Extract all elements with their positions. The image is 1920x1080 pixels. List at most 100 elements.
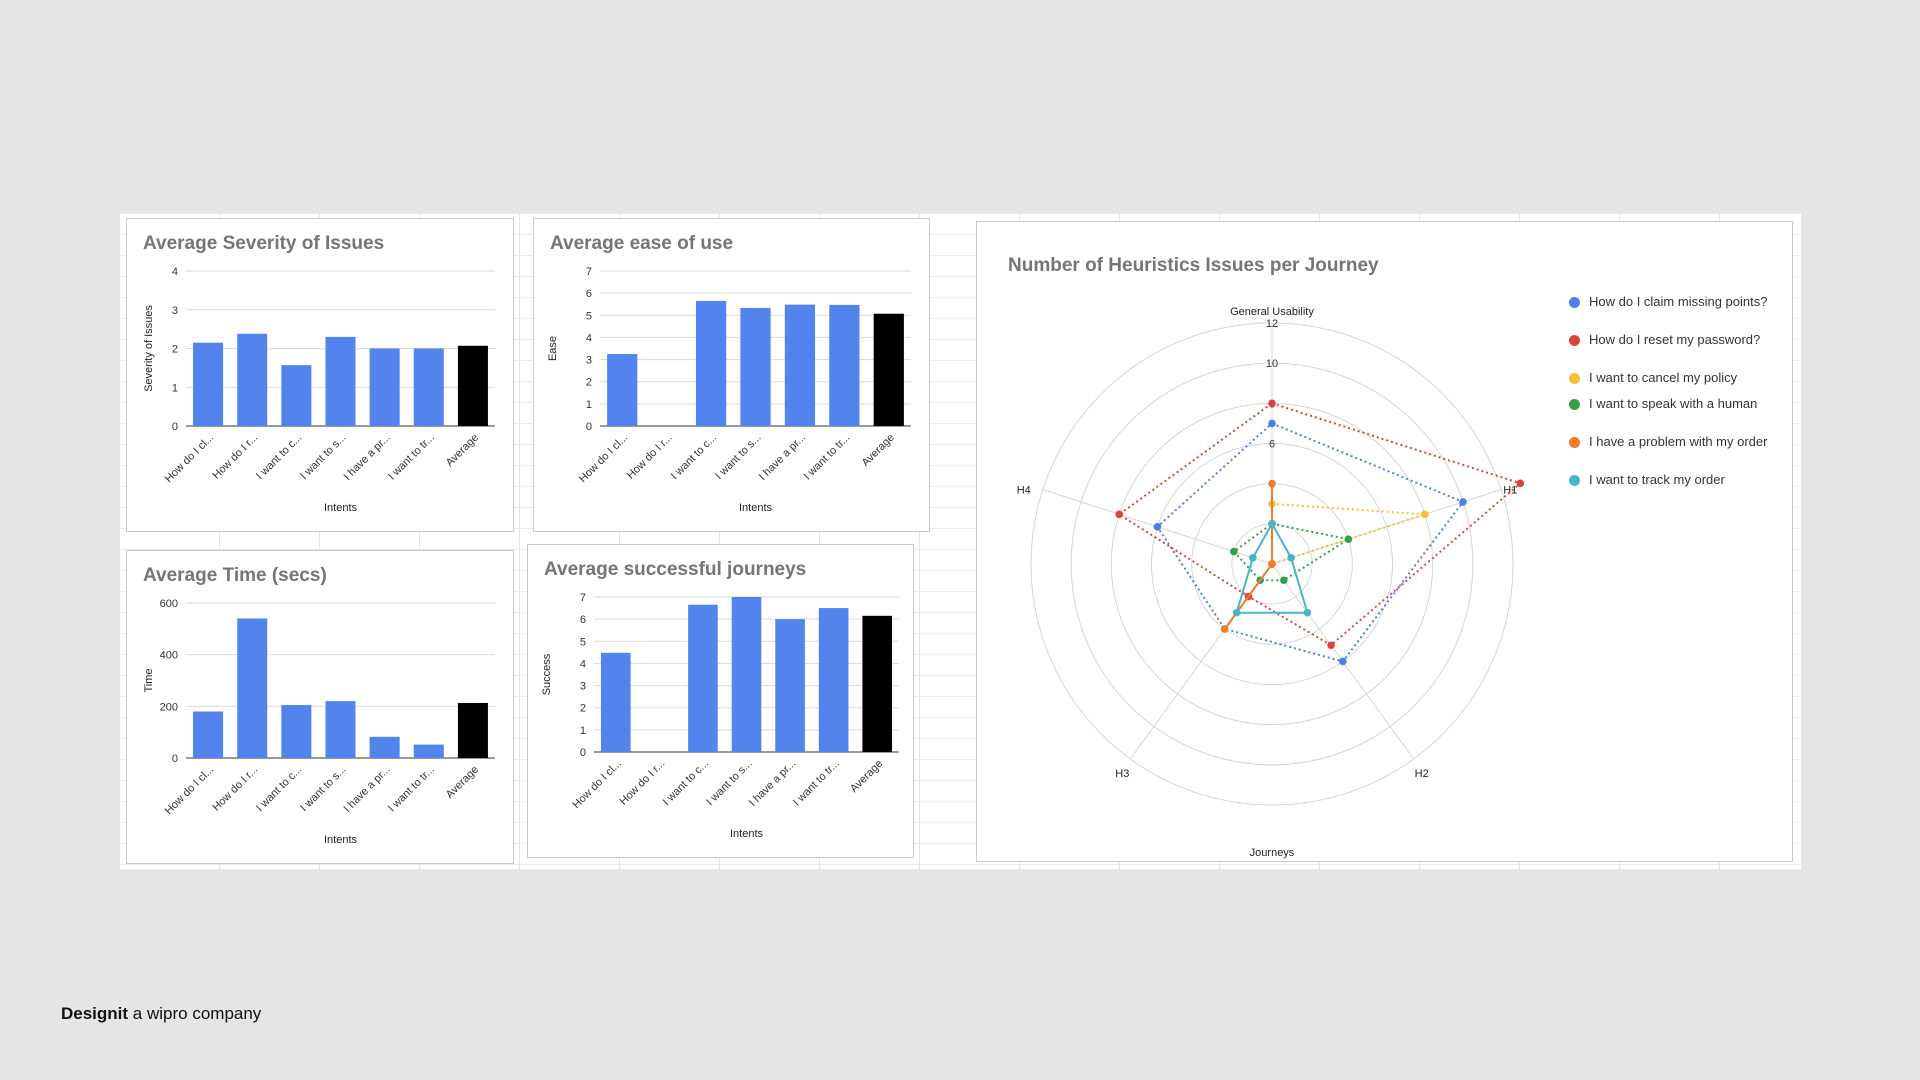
radar-series-line [1117,402,1523,647]
ease-chart-panel[interactable]: Average ease of use 0 1 2 3 4 5 6 7 How do I cl.… [533,218,930,532]
bar [193,342,224,426]
x-axis-label: Intents [739,502,773,514]
y-tick-label: 3 [172,305,178,317]
radar-point [1229,547,1238,556]
y-tick-label: 1 [580,725,586,737]
success-chart-panel[interactable]: Average successful journeys 0 1 2 3 4 5 6 7 How … [527,544,914,858]
chart-title: Average Severity of Issues [143,233,385,254]
legend-entry[interactable]: I want to track my order [1569,473,1779,487]
x-tick-label: How do I cl... [163,432,216,485]
radar-point [1268,399,1276,408]
x-tick-label: Average [444,432,481,469]
bar [457,345,488,426]
chart-title: Average ease of use [550,233,734,254]
radar-point [1249,553,1257,562]
x-tick-label: How do I cl... [577,432,630,485]
x-tick-label: How do I r... [210,432,260,482]
x-tick-label: I have a pr... [757,432,808,483]
radar-point [1268,419,1276,428]
bar [325,701,356,758]
legend-entry[interactable]: I want to speak with a human [1569,397,1779,411]
time-chart-panel[interactable]: Average Time (secs) 0 200 400 600 How do I c… [126,550,514,864]
y-tick-label: 7 [580,592,586,604]
severity-chart-panel[interactable]: Average Severity of Issues 0 1 2 3 4 How do I… [126,218,514,532]
radar-point [1421,510,1429,519]
radar-spoke [1271,489,1502,565]
x-tick-label: I have a pr... [341,432,392,483]
y-tick-label: 600 [160,598,178,610]
x-tick-label: I have a pr... [747,758,798,809]
bar [369,736,400,758]
y-tick-label: 6 [586,288,592,300]
legend-entry[interactable]: I want to cancel my policy [1569,370,1779,385]
bar [740,307,771,426]
x-axis-label: Intents [324,834,358,846]
y-tick-label: 3 [580,681,586,693]
radar-tick-label: 12 [1266,318,1278,330]
chart-title: Number of Heuristics Issues per Journey [1008,255,1379,276]
radar-point [1268,560,1276,568]
legend-label: I have a problem with my order [1589,434,1768,449]
x-tick-label: I want to c... [669,432,719,482]
bar [193,711,224,758]
radar-tick-label: 10 [1266,358,1278,370]
radar-series-line [1156,422,1465,663]
y-tick-label: 5 [586,310,592,322]
radar-point [1268,520,1276,528]
y-axis-label: Severity of Issues [143,305,155,392]
radar-point [1287,553,1295,562]
radar-point [1280,576,1288,585]
x-tick-label: Average [444,764,481,801]
y-tick-label: 200 [160,701,178,713]
radar-series-line [1235,521,1309,614]
legend-entry[interactable]: How do I claim missing points? [1569,294,1779,309]
y-tick-label: 5 [580,636,586,648]
y-tick-label: 4 [586,332,592,344]
x-tick-label: I want to c... [661,758,711,808]
x-tick-label: Average [848,758,885,795]
legend-swatch [1569,437,1580,448]
y-tick-label: 0 [172,753,178,765]
radar-point [1327,641,1335,650]
legend-entry[interactable]: I have a problem with my order [1569,434,1779,449]
y-tick-label: 4 [580,658,586,670]
radar-tick-label: 6 [1269,439,1275,451]
y-tick-label: 7 [586,266,592,278]
radar-axis-label: General Usability [1230,306,1314,318]
bar [281,705,312,758]
radar-point [1153,522,1162,531]
legend-entry[interactable]: How do I reset my password? [1569,332,1779,347]
bar [237,618,268,758]
bar [369,348,400,426]
y-tick-label: 2 [172,344,178,356]
y-tick-label: 2 [586,377,592,389]
legend-label: How do I reset my password? [1589,332,1761,347]
x-tick-label: How do I cl... [163,764,216,817]
radar-point [1516,479,1525,488]
radar-chart-panel[interactable]: Number of Heuristics Issues per Journey … [976,221,1793,862]
bar [829,304,860,426]
bar [325,336,356,426]
bar [818,608,849,752]
radar-point [1459,498,1467,506]
radar-axis-label: H2 [1415,768,1429,780]
radar-chart: 024681012General UsabilityH1H2H3H4Journe… [1017,306,1525,859]
legend-swatch [1569,335,1580,346]
brand-footer: Designit a wipro company [61,1004,261,1024]
radar-point [1268,479,1276,488]
legend-swatch [1569,399,1580,410]
radar-point [1232,608,1241,617]
radar-point [1303,608,1312,617]
brand-name: Designit [61,1004,129,1023]
chart-title: Average Time (secs) [143,565,327,586]
radar-series-line [1232,522,1352,582]
y-tick-label: 400 [160,650,178,662]
x-axis-label: Intents [730,828,764,840]
bar [688,604,718,752]
legend-swatch [1569,475,1580,486]
legend-label: I want to cancel my policy [1589,370,1738,385]
bar [281,365,312,426]
bar [775,619,805,752]
legend-label: How do I claim missing points? [1589,294,1768,309]
